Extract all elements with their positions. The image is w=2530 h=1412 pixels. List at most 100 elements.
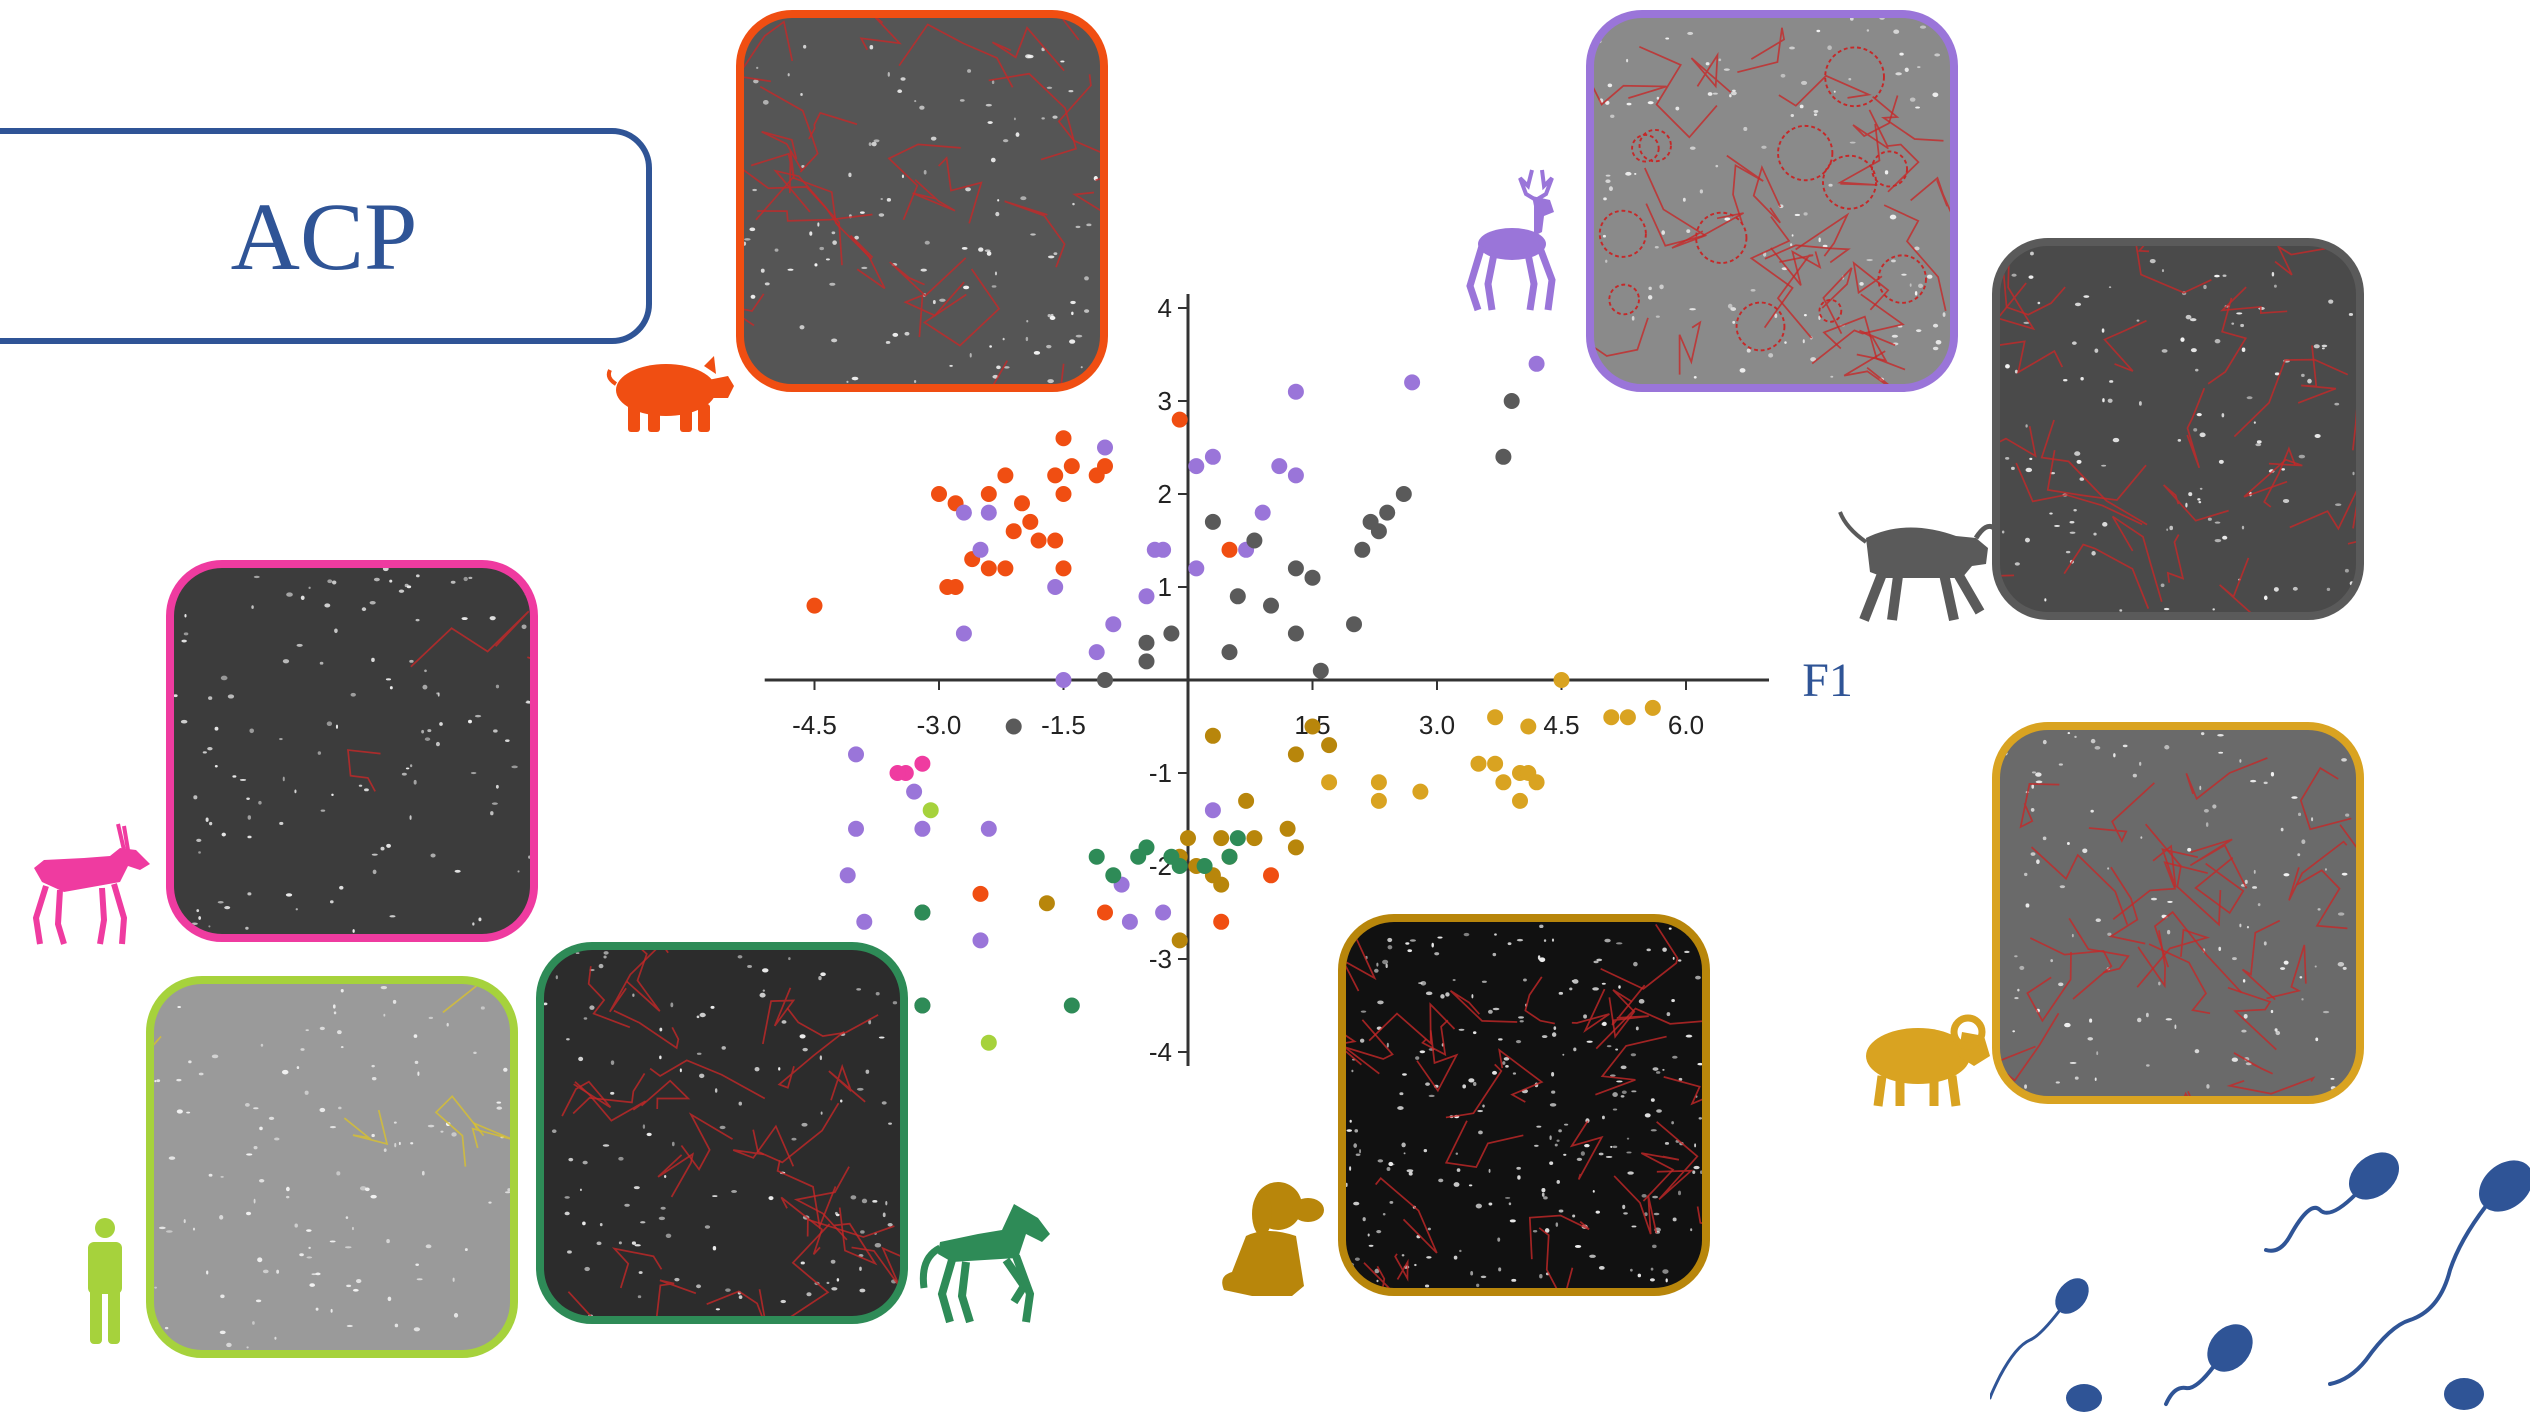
antelope-icon bbox=[24, 820, 154, 946]
y-tick-label: 1 bbox=[1158, 572, 1172, 602]
ram-icon bbox=[1862, 1010, 1994, 1110]
pig-tracks bbox=[744, 18, 1100, 384]
data-point bbox=[1055, 430, 1072, 447]
data-point bbox=[1155, 904, 1172, 921]
horse-sperm-image bbox=[536, 942, 908, 1324]
data-point bbox=[1005, 523, 1022, 540]
dog-sperm-image bbox=[1338, 914, 1710, 1296]
x-tick-label: 6.0 bbox=[1668, 710, 1704, 740]
sperm-tail bbox=[2164, 1364, 2216, 1406]
deer-tracks bbox=[1594, 18, 1950, 384]
data-point bbox=[1321, 737, 1338, 754]
data-point bbox=[980, 820, 997, 837]
data-point bbox=[1213, 830, 1230, 847]
data-point bbox=[1287, 839, 1304, 856]
data-point bbox=[972, 932, 989, 949]
data-point bbox=[1055, 672, 1072, 688]
data-point bbox=[1321, 774, 1338, 791]
sperm-decoration bbox=[1990, 1152, 2530, 1412]
data-point bbox=[1063, 458, 1080, 475]
data-point bbox=[1603, 709, 1620, 726]
x-tick-label: 4.5 bbox=[1543, 710, 1579, 740]
y-tick-label: 2 bbox=[1158, 479, 1172, 509]
data-point bbox=[1196, 858, 1213, 874]
data-point bbox=[839, 867, 856, 884]
data-point bbox=[1644, 699, 1661, 716]
bull-sperm-image bbox=[1992, 238, 2364, 620]
data-point bbox=[980, 486, 997, 502]
data-point bbox=[1503, 393, 1520, 409]
data-point bbox=[955, 625, 972, 642]
sperm-tail bbox=[2264, 1192, 2358, 1253]
data-point bbox=[1619, 709, 1636, 726]
data-point bbox=[1238, 792, 1255, 809]
data-point bbox=[1263, 867, 1279, 884]
data-point bbox=[1246, 830, 1263, 847]
data-point bbox=[1287, 383, 1304, 400]
data-point bbox=[1088, 848, 1105, 865]
data-point bbox=[1188, 458, 1205, 475]
bull-icon bbox=[1826, 508, 1996, 624]
data-point bbox=[914, 755, 931, 772]
data-point bbox=[947, 579, 964, 595]
data-point bbox=[1229, 830, 1246, 847]
data-point bbox=[997, 467, 1014, 484]
data-point bbox=[1204, 727, 1221, 744]
data-point bbox=[1279, 820, 1296, 837]
y-tick-label: 4 bbox=[1158, 293, 1172, 323]
data-point bbox=[1047, 467, 1064, 484]
x-tick-label: 3.0 bbox=[1419, 710, 1455, 740]
data-point bbox=[1263, 597, 1279, 614]
data-point bbox=[1254, 504, 1271, 521]
data-point bbox=[1097, 904, 1113, 921]
data-point bbox=[1204, 448, 1221, 465]
data-point bbox=[1487, 709, 1504, 726]
data-point bbox=[806, 597, 823, 614]
data-point bbox=[1304, 718, 1321, 735]
data-point bbox=[1105, 867, 1122, 884]
data-point bbox=[1520, 718, 1537, 735]
data-point bbox=[1022, 513, 1039, 530]
ram-tracks bbox=[2000, 732, 2356, 1096]
data-point bbox=[1213, 913, 1230, 930]
data-point bbox=[1370, 774, 1387, 791]
data-point bbox=[1097, 458, 1113, 475]
data-point bbox=[931, 486, 947, 502]
data-point bbox=[1287, 560, 1304, 577]
bull-tracks bbox=[2000, 246, 2356, 612]
data-point bbox=[1005, 718, 1022, 735]
x-tick-label: -1.5 bbox=[1041, 710, 1086, 740]
pig-icon bbox=[604, 352, 740, 434]
data-point bbox=[1229, 588, 1246, 605]
data-point bbox=[1287, 625, 1304, 642]
y-tick-label: -4 bbox=[1149, 1037, 1172, 1067]
data-point bbox=[1354, 541, 1371, 558]
antelope-sperm-image bbox=[166, 560, 538, 942]
data-point bbox=[1204, 802, 1221, 819]
data-point bbox=[1271, 458, 1288, 475]
data-point bbox=[1047, 532, 1064, 549]
deer-icon bbox=[1462, 166, 1574, 312]
data-point bbox=[1287, 746, 1304, 763]
data-point bbox=[914, 820, 931, 837]
antelope-tracks bbox=[174, 568, 530, 933]
pig-sperm-image bbox=[736, 10, 1108, 392]
data-point bbox=[972, 541, 989, 558]
data-point bbox=[1221, 541, 1238, 558]
sperm-tail bbox=[1990, 1308, 2062, 1400]
data-point bbox=[1188, 560, 1205, 577]
human-icon bbox=[82, 1218, 128, 1344]
data-point bbox=[1528, 774, 1545, 791]
data-point bbox=[1171, 858, 1188, 874]
data-point bbox=[1138, 588, 1155, 605]
data-point bbox=[1138, 634, 1155, 651]
data-point bbox=[1088, 644, 1105, 661]
data-point bbox=[1495, 448, 1512, 465]
data-point bbox=[1553, 672, 1570, 688]
data-point bbox=[914, 904, 931, 921]
data-point bbox=[1495, 774, 1512, 791]
data-point bbox=[1138, 653, 1155, 670]
data-point bbox=[1221, 644, 1238, 661]
data-point bbox=[955, 504, 972, 521]
